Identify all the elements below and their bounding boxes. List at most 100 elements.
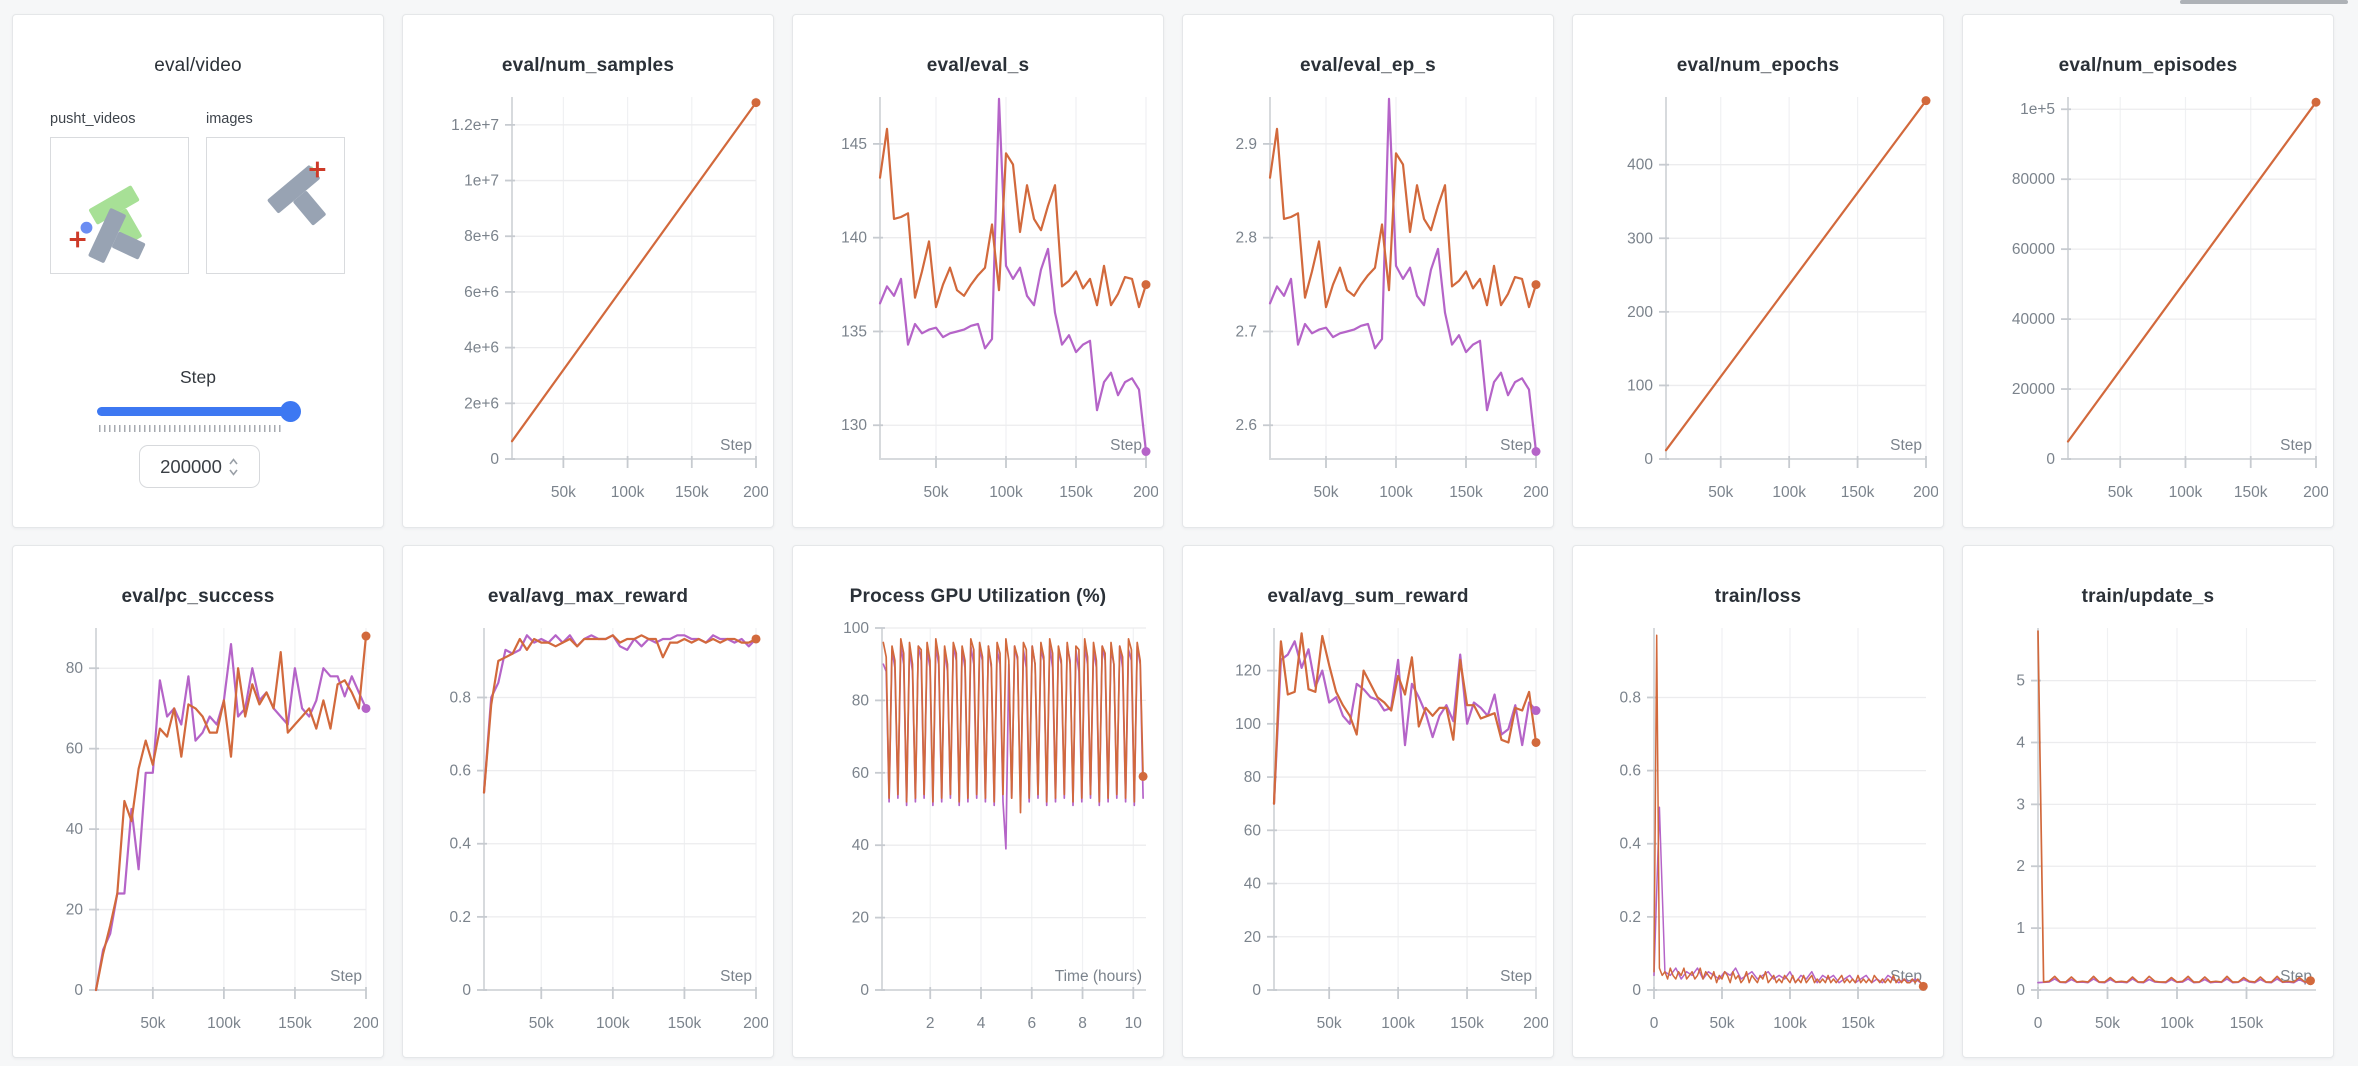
step-slider-handle[interactable] — [280, 401, 301, 422]
svg-text:150k: 150k — [1449, 484, 1483, 501]
agent-dot-icon — [80, 221, 93, 234]
svg-text:200: 200 — [1133, 484, 1158, 501]
panel-title: eval/avg_max_reward — [487, 586, 689, 607]
svg-text:100k: 100k — [1379, 484, 1413, 501]
step-value-input[interactable]: 200000 — [139, 445, 260, 488]
chart-eval-pc-success[interactable]: 50k 100k 150k 200 0 20 40 60 80 Step — [13, 616, 383, 1046]
svg-text:Step: Step — [330, 968, 362, 985]
svg-text:0.6: 0.6 — [449, 763, 471, 780]
chart-eval-num-epochs[interactable]: 50k 100k 150k 200 0 100 200 300 400 Step — [1573, 85, 1943, 515]
svg-text:100k: 100k — [207, 1015, 241, 1032]
svg-text:200: 200 — [1523, 484, 1548, 501]
panel-title: train/loss — [1714, 586, 1802, 607]
svg-text:200: 200 — [743, 484, 768, 501]
panel-eval-avg-sum-reward: eval/avg_sum_reward 50k 100k 150k 200 0 20 40 6… — [1182, 545, 1554, 1058]
svg-text:300: 300 — [1627, 230, 1653, 247]
svg-text:2.6: 2.6 — [1235, 417, 1257, 434]
svg-text:80: 80 — [66, 660, 84, 677]
svg-text:20: 20 — [1244, 929, 1262, 946]
svg-text:0.8: 0.8 — [1619, 689, 1641, 706]
chart-eval-avg-sum-reward[interactable]: 50k 100k 150k 200 0 20 40 60 80 100 120 Step — [1183, 616, 1553, 1046]
svg-text:50k: 50k — [1317, 1015, 1342, 1032]
pusht-video-thumbnail[interactable] — [50, 137, 189, 274]
step-stepper[interactable] — [228, 457, 239, 477]
svg-text:150k: 150k — [668, 1015, 702, 1032]
svg-text:Time (hours): Time (hours) — [1055, 968, 1142, 985]
horizontal-scrollbar[interactable] — [2180, 0, 2348, 4]
svg-text:400: 400 — [1627, 157, 1653, 174]
svg-text:140: 140 — [841, 230, 867, 247]
svg-text:60: 60 — [852, 765, 870, 782]
svg-text:0: 0 — [2034, 1015, 2043, 1032]
svg-text:50k: 50k — [140, 1015, 165, 1032]
svg-text:100k: 100k — [1772, 484, 1806, 501]
panel-title: eval/num_epochs — [1676, 55, 1840, 76]
target-cross-icon — [309, 161, 326, 178]
svg-text:8e+6: 8e+6 — [464, 228, 499, 245]
chart-eval-avg-max-reward[interactable]: 50k 100k 150k 200 0 0.2 0.4 0.6 0.8 Step — [403, 616, 773, 1046]
svg-text:6e+6: 6e+6 — [464, 284, 499, 301]
svg-text:100k: 100k — [2160, 1015, 2194, 1032]
svg-text:80000: 80000 — [2012, 171, 2055, 188]
svg-text:100k: 100k — [2169, 484, 2203, 501]
chart-train-update-s[interactable]: 0 50k 100k 150k 0 1 2 3 4 5 Step — [1963, 616, 2333, 1046]
svg-text:8: 8 — [1078, 1015, 1087, 1032]
svg-text:1e+5: 1e+5 — [2020, 101, 2055, 118]
svg-text:135: 135 — [841, 323, 867, 340]
panel-title: eval/avg_sum_reward — [1267, 586, 1469, 607]
chevron-down-icon[interactable] — [228, 468, 239, 477]
panel-title: eval/pc_success — [121, 586, 275, 607]
svg-text:100k: 100k — [1773, 1015, 1807, 1032]
panel-train-loss: train/loss 0 50k 100k 150k 0 0.2 0.4 0.6 0.8 Step — [1572, 545, 1944, 1058]
svg-text:0: 0 — [74, 982, 83, 999]
svg-text:50k: 50k — [2108, 484, 2133, 501]
svg-text:120: 120 — [1235, 663, 1261, 680]
svg-text:50k: 50k — [551, 484, 576, 501]
svg-text:2.7: 2.7 — [1235, 323, 1257, 340]
svg-text:50k: 50k — [529, 1015, 554, 1032]
panel-title: eval/eval_s — [926, 55, 1030, 76]
svg-text:50k: 50k — [1708, 484, 1733, 501]
svg-text:150k: 150k — [1450, 1015, 1484, 1032]
svg-text:100: 100 — [1627, 377, 1653, 394]
svg-text:150k: 150k — [675, 484, 709, 501]
svg-text:0: 0 — [1644, 451, 1653, 468]
svg-text:150k: 150k — [278, 1015, 312, 1032]
panel-grid: eval/video pusht_videos images — [12, 14, 2334, 1058]
svg-text:200: 200 — [743, 1015, 768, 1032]
svg-text:40000: 40000 — [2012, 311, 2055, 328]
svg-text:2: 2 — [926, 1015, 935, 1032]
svg-text:40: 40 — [66, 821, 84, 838]
chart-eval-eval-ep-s[interactable]: 50k 100k 150k 200 2.6 2.7 2.8 2.9 Step — [1183, 85, 1553, 515]
svg-text:5: 5 — [2016, 673, 2025, 690]
svg-text:1e+7: 1e+7 — [464, 173, 499, 190]
pusht-image-thumbnail[interactable] — [206, 137, 345, 274]
svg-text:Step: Step — [1110, 437, 1142, 454]
svg-text:0: 0 — [462, 982, 471, 999]
svg-text:0.8: 0.8 — [449, 689, 471, 706]
chart-eval-eval-s[interactable]: 50k 100k 150k 200 130 135 140 145 Step — [793, 85, 1163, 515]
svg-text:0: 0 — [1650, 1015, 1659, 1032]
panel-train-update-s: train/update_s 0 50k 100k 150k 0 1 2 3 4 5 Step — [1962, 545, 2334, 1058]
step-slider-track[interactable] — [97, 401, 301, 422]
step-value-text: 200000 — [160, 455, 222, 477]
chevron-up-icon[interactable] — [228, 457, 239, 466]
chart-eval-num-episodes[interactable]: 50k 100k 150k 200 0 20000 40000 60000 80000 1e+5 S… — [1963, 85, 2333, 515]
svg-text:200: 200 — [1913, 484, 1938, 501]
panel-eval-eval-ep-s: eval/eval_ep_s 50k 100k 150k 200 2.6 2.7 2.8 2.… — [1182, 14, 1554, 528]
svg-text:150k: 150k — [2234, 484, 2268, 501]
svg-text:Step: Step — [1500, 437, 1532, 454]
chart-gpu-utilization[interactable]: 2 4 6 8 10 0 20 40 60 80 100 Time (hours) — [793, 616, 1163, 1046]
svg-text:100k: 100k — [1381, 1015, 1415, 1032]
chart-eval-num-samples[interactable]: 50k 100k 150k 200 0 2e+6 4e+6 6e+6 8e+6 1e+7 1.2e+… — [403, 85, 773, 515]
svg-text:2: 2 — [2016, 858, 2025, 875]
chart-train-loss[interactable]: 0 50k 100k 150k 0 0.2 0.4 0.6 0.8 Step — [1573, 616, 1943, 1046]
panel-eval-num-episodes: eval/num_episodes 50k 100k 150k 200 0 20000 40… — [1962, 14, 2334, 528]
panel-eval-eval-s: eval/eval_s 50k 100k 150k 200 130 135 140 145 St… — [792, 14, 1164, 528]
svg-text:0.4: 0.4 — [1619, 836, 1641, 853]
svg-text:80: 80 — [1244, 769, 1262, 786]
svg-text:2.9: 2.9 — [1235, 136, 1257, 153]
svg-text:10: 10 — [1125, 1015, 1143, 1032]
step-slider-label: Step — [180, 367, 216, 387]
svg-text:Step: Step — [2280, 437, 2312, 454]
